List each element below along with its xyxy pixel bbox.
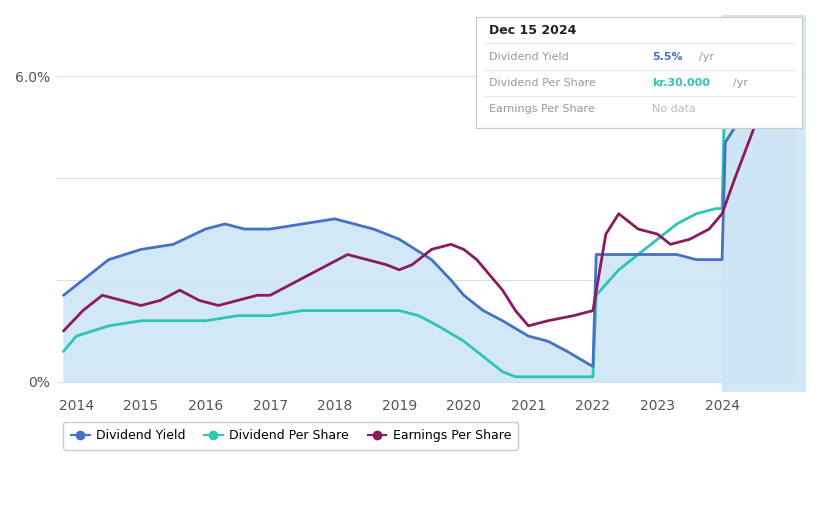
Text: No data: No data xyxy=(653,104,696,114)
Text: /yr: /yr xyxy=(699,52,714,61)
Text: Dividend Per Share: Dividend Per Share xyxy=(489,78,596,88)
Text: /yr: /yr xyxy=(733,78,749,88)
Text: Past: Past xyxy=(727,73,752,86)
Legend: Dividend Yield, Dividend Per Share, Earnings Per Share: Dividend Yield, Dividend Per Share, Earn… xyxy=(63,422,518,450)
Text: Dividend Yield: Dividend Yield xyxy=(489,52,569,61)
Text: Dec 15 2024: Dec 15 2024 xyxy=(489,24,576,38)
FancyBboxPatch shape xyxy=(476,17,802,128)
Text: kr.30.000: kr.30.000 xyxy=(653,78,710,88)
Text: Earnings Per Share: Earnings Per Share xyxy=(489,104,595,114)
Text: 5.5%: 5.5% xyxy=(653,52,683,61)
Bar xyxy=(722,15,821,392)
